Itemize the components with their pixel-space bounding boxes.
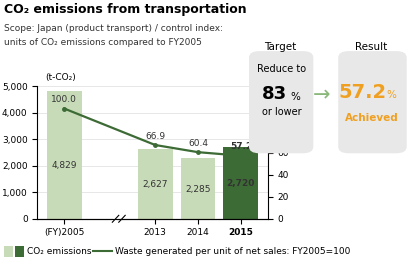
Text: →: → <box>313 86 330 106</box>
Text: 66.9: 66.9 <box>145 132 165 141</box>
Text: units of CO₂ emissions compared to FY2005: units of CO₂ emissions compared to FY200… <box>4 38 202 47</box>
Text: 57.2: 57.2 <box>230 142 252 151</box>
Bar <box>224 147 258 219</box>
Bar <box>138 149 173 219</box>
Text: %: % <box>386 90 396 100</box>
Text: 2,285: 2,285 <box>185 185 211 194</box>
Text: Reduce to: Reduce to <box>257 64 306 74</box>
Text: Achieved: Achieved <box>345 113 399 123</box>
Text: Result: Result <box>355 42 388 52</box>
Text: Waste generated per unit of net sales: FY2005=100: Waste generated per unit of net sales: F… <box>115 247 350 256</box>
Text: 60.4: 60.4 <box>188 139 208 148</box>
Text: CO₂ emissions: CO₂ emissions <box>27 247 91 256</box>
Text: 83: 83 <box>262 85 287 103</box>
Text: 57.2: 57.2 <box>339 83 387 102</box>
Text: Scope: Japan (product transport) / control index:: Scope: Japan (product transport) / contr… <box>4 24 223 32</box>
Text: (%): (%) <box>280 72 295 81</box>
Text: 2,627: 2,627 <box>142 180 168 189</box>
Text: Target: Target <box>264 42 296 52</box>
Text: (t-CO₂): (t-CO₂) <box>45 73 76 83</box>
Bar <box>181 158 215 219</box>
Text: 2,720: 2,720 <box>227 178 255 188</box>
Text: %: % <box>290 92 300 102</box>
Text: 100.0: 100.0 <box>51 95 77 104</box>
Text: CO₂ emissions from transportation: CO₂ emissions from transportation <box>4 3 247 16</box>
Bar <box>47 91 81 219</box>
Text: 4,829: 4,829 <box>51 161 77 170</box>
Text: or lower: or lower <box>261 107 301 117</box>
